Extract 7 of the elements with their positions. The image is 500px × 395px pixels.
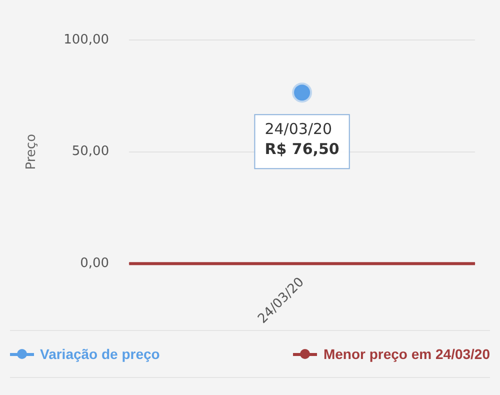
y-tick-label: 100,00 xyxy=(64,32,110,48)
legend-label: Variação de preço xyxy=(40,346,160,362)
y-tick-label: 50,00 xyxy=(72,144,110,160)
y-tick-label: 0,00 xyxy=(80,256,110,272)
legend-label: Menor preço em 24/03/20 xyxy=(323,346,490,362)
y-axis-title: Preço xyxy=(24,134,40,170)
annotation: 24/03/20 R$ 76,50 xyxy=(264,120,340,158)
